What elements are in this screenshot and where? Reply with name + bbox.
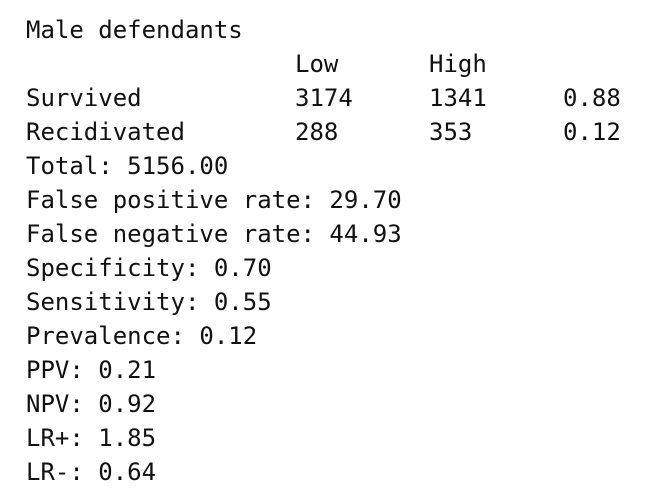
table-header-row: Low High	[26, 47, 646, 81]
stat-prevalence: Prevalence: 0.12	[26, 322, 258, 350]
stat-specificity: Specificity: 0.70	[26, 254, 272, 282]
console-output: Male defendants Low High Survived 3174 1…	[26, 13, 646, 489]
table-row-recidivated: Recidivated 288 353 0.12	[26, 115, 646, 149]
output-title: Male defendants	[26, 16, 243, 44]
stat-lr-minus: LR-: 0.64	[26, 458, 157, 486]
column-header-low: Low	[295, 50, 339, 78]
stat-total: Total: 5156.00	[26, 152, 229, 180]
row-label: Survived	[26, 84, 142, 112]
cell-proportion: 0.12	[563, 118, 621, 146]
stat-false-negative-rate: False negative rate: 44.93	[26, 220, 402, 248]
cell-high: 353	[429, 118, 473, 146]
stat-ppv: PPV: 0.21	[26, 356, 157, 384]
stat-lr-plus: LR+: 1.85	[26, 424, 157, 452]
stat-sensitivity: Sensitivity: 0.55	[26, 288, 272, 316]
stat-npv: NPV: 0.92	[26, 390, 157, 418]
cell-low: 288	[295, 118, 339, 146]
stat-false-positive-rate: False positive rate: 29.70	[26, 186, 402, 214]
row-label: Recidivated	[26, 118, 185, 146]
column-header-high: High	[429, 50, 487, 78]
cell-proportion: 0.88	[563, 84, 621, 112]
cell-high: 1341	[429, 84, 487, 112]
cell-low: 3174	[295, 84, 353, 112]
table-row-survived: Survived 3174 1341 0.88	[26, 81, 646, 115]
